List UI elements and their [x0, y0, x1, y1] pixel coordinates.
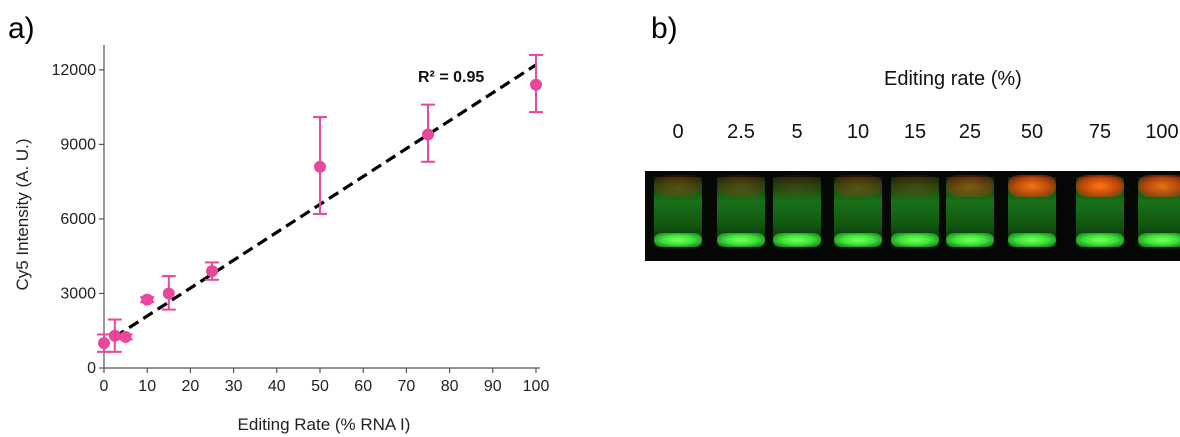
fit-line: [115, 65, 536, 337]
x-tick-label: 20: [182, 378, 200, 395]
green-band: [1076, 233, 1124, 247]
y-tick-label: 12000: [52, 62, 97, 79]
x-tick-label: 10: [138, 378, 156, 395]
green-band: [946, 233, 994, 247]
data-point: [141, 294, 153, 306]
green-band: [1138, 233, 1180, 247]
green-band: [773, 233, 821, 247]
green-band: [654, 233, 702, 247]
gel-lane: [891, 171, 939, 261]
y-axis-title: Cy5 Intensity (A. U.): [13, 138, 32, 290]
gel-lane: [1138, 171, 1180, 261]
gel-lane-label: 2.5: [727, 121, 755, 144]
cy5-band: [891, 175, 939, 197]
y-tick-label: 6000: [60, 211, 96, 228]
x-tick-label: 100: [523, 378, 550, 395]
r2-label: R² = 0.95: [418, 69, 484, 86]
gel-lane-label: 50: [1021, 121, 1043, 144]
cy5-band: [1008, 175, 1056, 197]
y-tick-label: 0: [87, 360, 96, 377]
gel-lane-label: 0: [672, 121, 683, 144]
gel-lane: [834, 171, 882, 261]
y-tick-label: 3000: [60, 285, 96, 302]
cy5-band: [1138, 175, 1180, 197]
gel-lane: [654, 171, 702, 261]
green-band: [1008, 233, 1056, 247]
green-band: [891, 233, 939, 247]
data-point: [422, 128, 434, 140]
x-tick-label: 90: [484, 378, 502, 395]
gel-lane: [946, 171, 994, 261]
green-band: [834, 233, 882, 247]
gel-lane: [1076, 171, 1124, 261]
cy5-band: [946, 175, 994, 197]
green-band: [717, 233, 765, 247]
gel-lane: [1008, 171, 1056, 261]
panel-b-label: b): [651, 12, 678, 46]
data-point: [98, 337, 110, 349]
cy5-band: [654, 175, 702, 197]
x-tick-label: 40: [268, 378, 286, 395]
data-point: [163, 287, 175, 299]
gel-lane-label: 100: [1145, 121, 1178, 144]
data-point: [206, 265, 218, 277]
cy5-band: [1076, 175, 1124, 197]
cy5-band: [773, 175, 821, 197]
data-point: [314, 161, 326, 173]
gel-image: [645, 171, 1180, 261]
gel-axis-title: Editing rate (%): [884, 68, 1022, 91]
gel-lane-label: 75: [1089, 121, 1111, 144]
gel-lane-label: 5: [791, 121, 802, 144]
scatter-chart: 0 3000 6000 9000 12000 0 10 20 30 40 50 60 70 80 90 100…: [0, 0, 640, 437]
x-tick-label: 30: [225, 378, 243, 395]
gel-lane: [717, 171, 765, 261]
x-tick-label: 0: [100, 378, 109, 395]
x-axis-title: Editing Rate (% RNA I): [238, 415, 411, 434]
x-tick-label: 70: [398, 378, 416, 395]
x-tick-label: 60: [354, 378, 372, 395]
gel-lane-label: 25: [959, 121, 981, 144]
data-point: [120, 331, 132, 343]
gel-lane: [773, 171, 821, 261]
cy5-band: [717, 175, 765, 197]
cy5-band: [834, 175, 882, 197]
gel-lane-label: 15: [904, 121, 926, 144]
data-point: [530, 79, 542, 91]
y-tick-label: 9000: [60, 136, 96, 153]
x-tick-label: 80: [441, 378, 459, 395]
x-tick-label: 50: [311, 378, 329, 395]
gel-lane-label: 10: [847, 121, 869, 144]
